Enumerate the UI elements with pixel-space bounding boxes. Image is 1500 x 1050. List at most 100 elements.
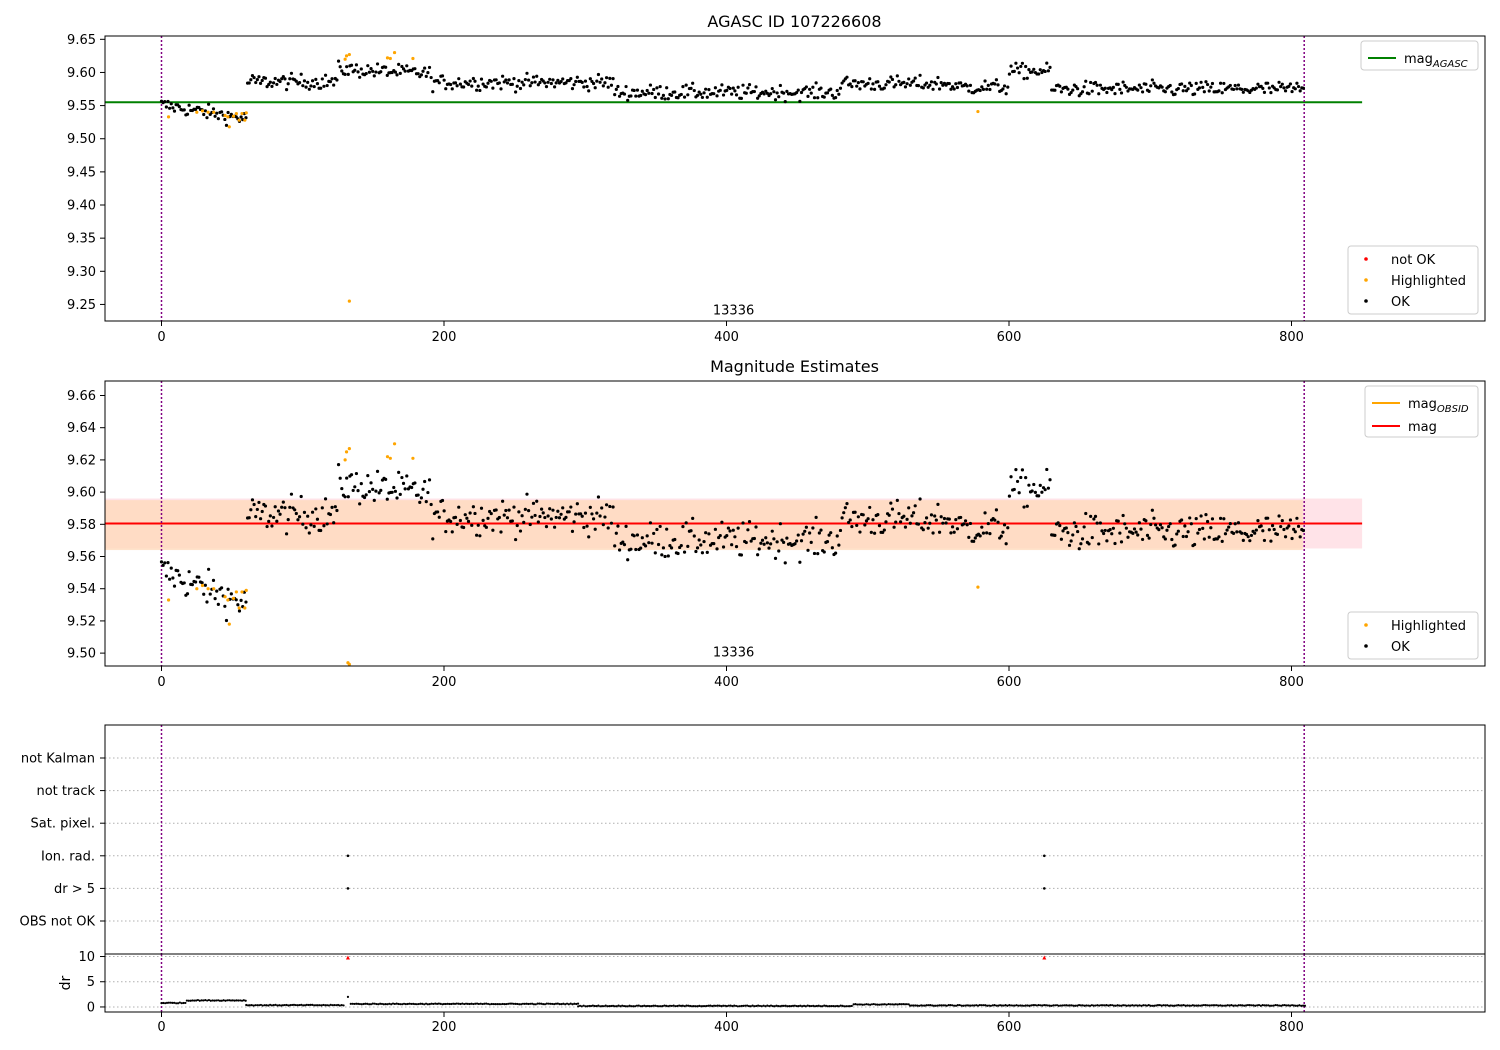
dr-point [938, 1004, 941, 1007]
middle-ok-point [769, 542, 773, 546]
middle-ok-point [1186, 530, 1190, 534]
dr-point [969, 1004, 972, 1007]
middle-ok-point [1066, 530, 1070, 535]
middle-ok-point [1119, 540, 1124, 544]
middle-ok-point [1157, 528, 1161, 532]
dr-point [314, 1004, 318, 1007]
middle-axes-frame [104, 380, 1486, 667]
middle-ok-point [999, 534, 1003, 538]
top-ok-point [504, 78, 508, 82]
middle-ok-point [639, 546, 643, 550]
middle-ok-point [679, 543, 683, 548]
dr-point [503, 1003, 506, 1006]
middle-ok-point [421, 487, 425, 491]
top-ok-point [705, 95, 709, 99]
dr-point [228, 999, 231, 1002]
dr-point [1015, 1004, 1018, 1007]
top-ok-point [845, 75, 849, 79]
middle-ok-point [424, 500, 428, 504]
middle-ok-point [715, 547, 719, 551]
dr-point [808, 1004, 811, 1008]
dr-point [178, 1001, 181, 1004]
middle-ok-point [1002, 523, 1007, 527]
dr-point [377, 1003, 380, 1006]
middle-ok-point [1295, 516, 1299, 520]
dr-point [477, 1002, 480, 1006]
dr-point [998, 1004, 1002, 1007]
middle-ok-point [988, 532, 992, 536]
top-ok-point [819, 86, 823, 90]
middle-ok-point [252, 502, 256, 507]
middle-ok-point [463, 513, 467, 517]
dr-point [569, 1002, 572, 1005]
dr-point [1068, 1004, 1071, 1007]
dr-point [577, 1005, 580, 1008]
dr-point [1199, 1004, 1202, 1007]
top-ok-point [838, 86, 843, 90]
dr-point [942, 1004, 945, 1007]
flag-point [1043, 854, 1046, 858]
dr-point [1213, 1004, 1217, 1007]
top-ok-point [965, 84, 969, 88]
dr-point [518, 1003, 521, 1006]
top-ok-point [346, 72, 350, 76]
dr-point [164, 1002, 167, 1005]
dr-point [242, 999, 245, 1002]
top-ok-point [466, 82, 471, 87]
middle-ok-point [397, 470, 401, 475]
dr-point [782, 1004, 785, 1007]
middle-highlighted-point [344, 450, 349, 454]
dr-point [439, 1002, 442, 1005]
dr-point [1281, 1004, 1284, 1007]
middle-ok-point [1288, 518, 1293, 522]
dr-point [1259, 1004, 1262, 1007]
middle-ok-point [276, 509, 281, 513]
top-ok-point [1283, 89, 1288, 93]
dr-point [1118, 1004, 1121, 1007]
middle-ok-point [1217, 535, 1221, 539]
dr-point [520, 1003, 523, 1006]
middle-ok-point [517, 510, 521, 514]
middle-ok-point [413, 481, 417, 485]
middle-ok-point [632, 534, 636, 538]
middle-ok-point [236, 603, 240, 607]
dr-point [1085, 1004, 1088, 1007]
middle-ok-point [267, 519, 271, 524]
top-ok-point [278, 79, 282, 84]
top-ok-point [1202, 90, 1206, 94]
dr-point [206, 999, 209, 1002]
top-ok-point [830, 93, 834, 97]
middle-ok-point [377, 491, 381, 495]
dr-point [1057, 1004, 1060, 1007]
middle-ok-point [939, 515, 943, 519]
middle-ok-point [507, 508, 511, 512]
dr-point [448, 1002, 451, 1006]
middle-ok-point [561, 506, 565, 510]
dr-point [1178, 1004, 1182, 1007]
dr-point [167, 1001, 170, 1004]
middle-ok-point [983, 511, 987, 515]
dr-point [534, 1003, 537, 1006]
top-ok-point [281, 74, 285, 79]
middle-ok-point [585, 524, 589, 528]
top-ok-point [400, 64, 404, 69]
middle-ok-point [314, 507, 318, 511]
top-ok-point [527, 78, 531, 82]
dr-point [434, 1002, 437, 1005]
middle-ok-point [695, 546, 700, 550]
top-ok-point [1069, 90, 1073, 95]
middle-ok-point [793, 542, 797, 546]
middle-ok-point [510, 519, 514, 523]
top-highlighted-point [240, 111, 244, 116]
dr-point [905, 1003, 908, 1006]
middle-ok-point [1236, 521, 1241, 525]
dr-point [843, 1005, 846, 1008]
dr-point [902, 1003, 905, 1006]
top-ok-point [505, 81, 510, 85]
top-ok-point [978, 88, 982, 93]
top-ok-point [224, 123, 229, 127]
dr-point [622, 1004, 626, 1008]
middle-ok-point [536, 520, 540, 524]
middle-ok-point [702, 539, 706, 544]
middle-ok-point [1296, 524, 1301, 528]
